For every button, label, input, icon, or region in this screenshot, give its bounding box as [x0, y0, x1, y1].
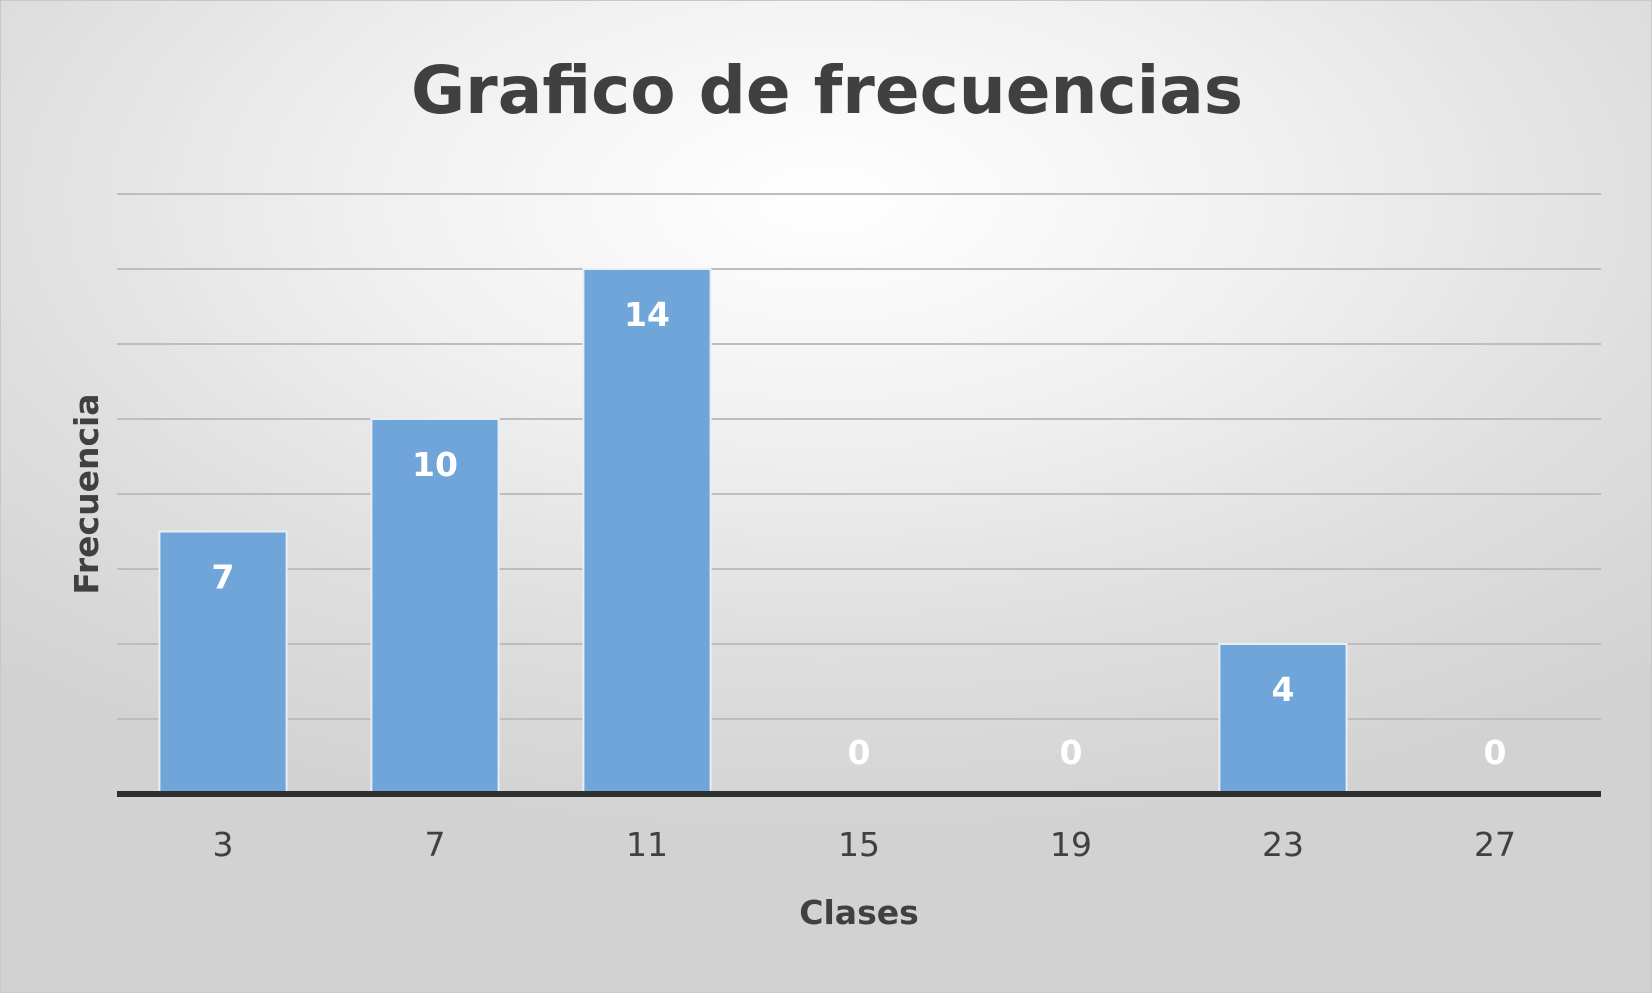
data-label-23: 4	[1272, 670, 1295, 709]
data-label-19: 0	[1060, 733, 1083, 772]
x-tick-label-7: 7	[425, 825, 446, 864]
x-tick-label-23: 23	[1262, 825, 1304, 864]
x-tick-label-15: 15	[838, 825, 880, 864]
data-label-3: 7	[212, 558, 235, 597]
data-label-11: 14	[624, 295, 670, 334]
bar-7	[370, 418, 500, 795]
x-tick-labels: 3 7 11 15 19 23 27	[213, 825, 1517, 864]
bars	[158, 268, 1348, 795]
bar-11	[582, 268, 712, 795]
chart-title: Grafico de frecuencias	[411, 52, 1243, 129]
data-labels: 7 10 14 0 0 4 0	[212, 295, 1507, 772]
x-tick-label-3: 3	[213, 825, 234, 864]
y-axis-title: Frecuencia	[67, 393, 106, 594]
x-tick-label-11: 11	[626, 825, 668, 864]
gridlines	[117, 193, 1601, 720]
data-label-27: 0	[1484, 733, 1507, 772]
data-label-15: 0	[848, 733, 871, 772]
x-tick-label-27: 27	[1474, 825, 1516, 864]
x-tick-label-19: 19	[1050, 825, 1092, 864]
data-label-7: 10	[412, 445, 458, 484]
bar-3	[158, 530, 288, 795]
x-axis-title: Clases	[799, 893, 918, 932]
bar-23	[1218, 643, 1348, 795]
